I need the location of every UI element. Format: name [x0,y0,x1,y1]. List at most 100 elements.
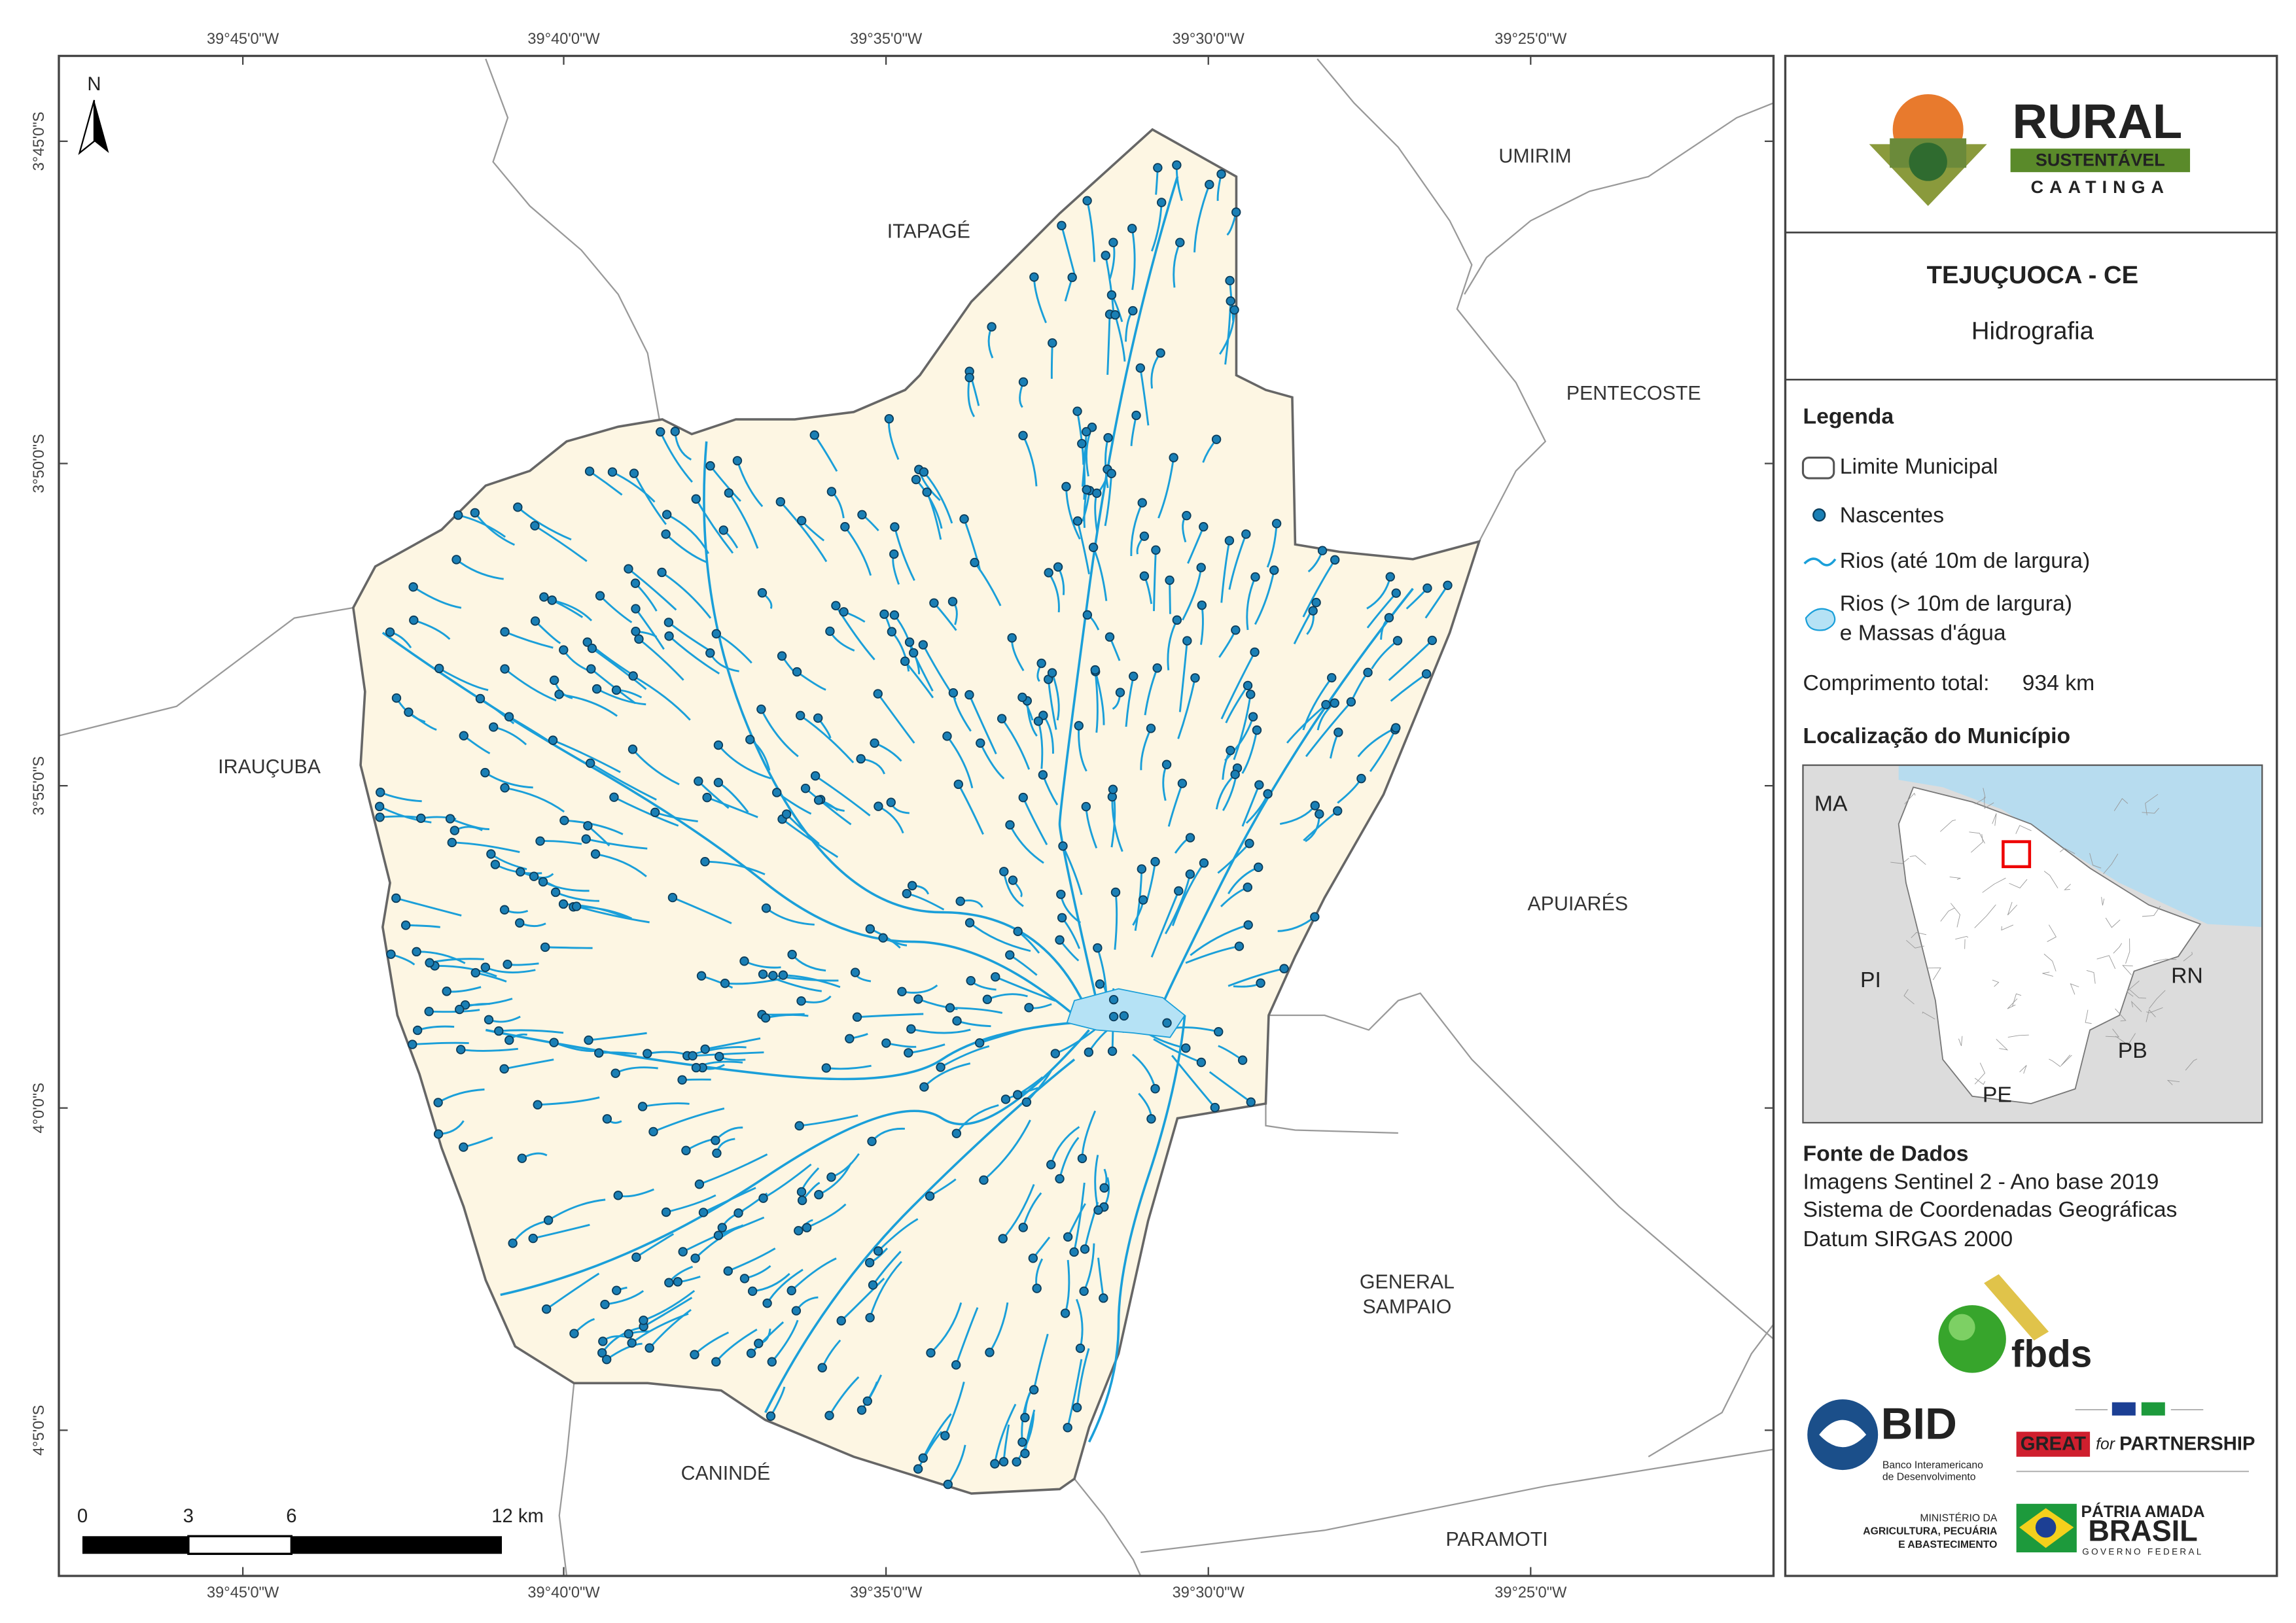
springs [374,160,1453,1490]
spring [1024,1003,1034,1013]
stream [995,975,1056,1002]
boundary [1140,1448,1774,1554]
stream [588,1032,647,1041]
spring [865,924,875,934]
inset-line [2146,1007,2163,1013]
stream [1073,1182,1086,1253]
inset-line [1971,833,1983,853]
inset-line [2142,808,2159,814]
spring [762,1299,772,1308]
spring [760,1013,771,1023]
stream [993,1403,1017,1464]
inset-line [2043,953,2057,971]
stream [1220,540,1231,603]
spring [535,836,545,846]
inset-line [2049,1058,2061,1068]
spring [700,1044,710,1054]
longitude-label: 39°25'0"W [1494,1584,1567,1601]
scale-label: 12 km [491,1506,544,1527]
scale-segment [291,1536,503,1554]
spring [1427,635,1438,646]
spring [1156,198,1167,207]
spring [1084,1047,1094,1057]
spring [1175,237,1185,247]
stream [438,667,489,691]
spring [637,1102,648,1111]
spring [1038,770,1048,780]
spring [813,713,823,723]
flag-uk [2111,1402,2136,1416]
brasil-text: BRASIL [2088,1514,2197,1548]
spring [732,456,743,466]
spring [1139,571,1150,581]
spring [1055,935,1065,945]
spring [1151,545,1161,555]
spring [631,1252,641,1263]
stream [1224,301,1232,365]
spring [663,618,674,627]
stream [504,631,554,649]
stream [728,492,759,549]
stream [983,1119,1031,1181]
neighbor-name: PENTECOSTE [1566,383,1701,404]
neighbor-name: PARAMOTI [1445,1529,1547,1550]
spring [758,969,768,979]
spring [857,510,867,520]
spring [1110,310,1120,320]
inset-line [1975,788,1986,805]
spring [690,1350,699,1359]
state-label: PI [1860,968,1881,992]
arrow-right [94,99,109,153]
inset-line [1940,819,1956,832]
spring [530,521,540,531]
spring [739,956,749,966]
stream [1164,873,1192,935]
river [500,1029,1090,1297]
stream [595,853,647,878]
spring [609,792,619,802]
stream [1246,576,1256,631]
ministry-line: MINISTÉRIO DA [1920,1511,1998,1524]
stream [930,1302,963,1354]
spring [1017,692,1027,703]
stream [1305,701,1352,758]
brasil-motto: PÁTRIA AMADA [2081,1503,2204,1521]
spring [1137,498,1147,508]
spring [879,609,889,620]
inset-line [2019,1065,2027,1074]
coordinates: 39°45'0"W 39°45'0"W 39°40'0"W 39°40'0"W 39°3… [31,31,1774,1601]
spring [391,693,402,703]
stream [631,748,680,786]
inset-line [2113,798,2128,811]
stream [434,964,497,977]
spring [1226,296,1235,306]
stream [800,714,855,763]
legend-label: Nascentes [1840,502,1944,527]
spring [856,754,866,764]
latitude-label: 3°55'0"S [31,756,48,816]
spring [607,467,618,477]
spring [878,933,888,943]
spring [404,707,414,717]
spring [711,1357,721,1367]
spring [624,564,633,574]
stream [648,1308,692,1349]
spring [1050,1049,1060,1058]
stream [546,1272,600,1310]
latitude-label: 3°45'0"S [31,112,48,171]
spring [1169,453,1178,462]
spring [952,1016,962,1026]
spring [1081,801,1091,812]
spring [800,783,811,794]
stream [590,762,657,801]
stream [379,805,432,824]
inset-line [2070,983,2079,995]
spring [530,616,540,626]
spring [747,1286,758,1296]
spring [998,1234,1008,1244]
spring [999,867,1009,877]
stream [724,978,781,985]
spring [1263,789,1273,799]
